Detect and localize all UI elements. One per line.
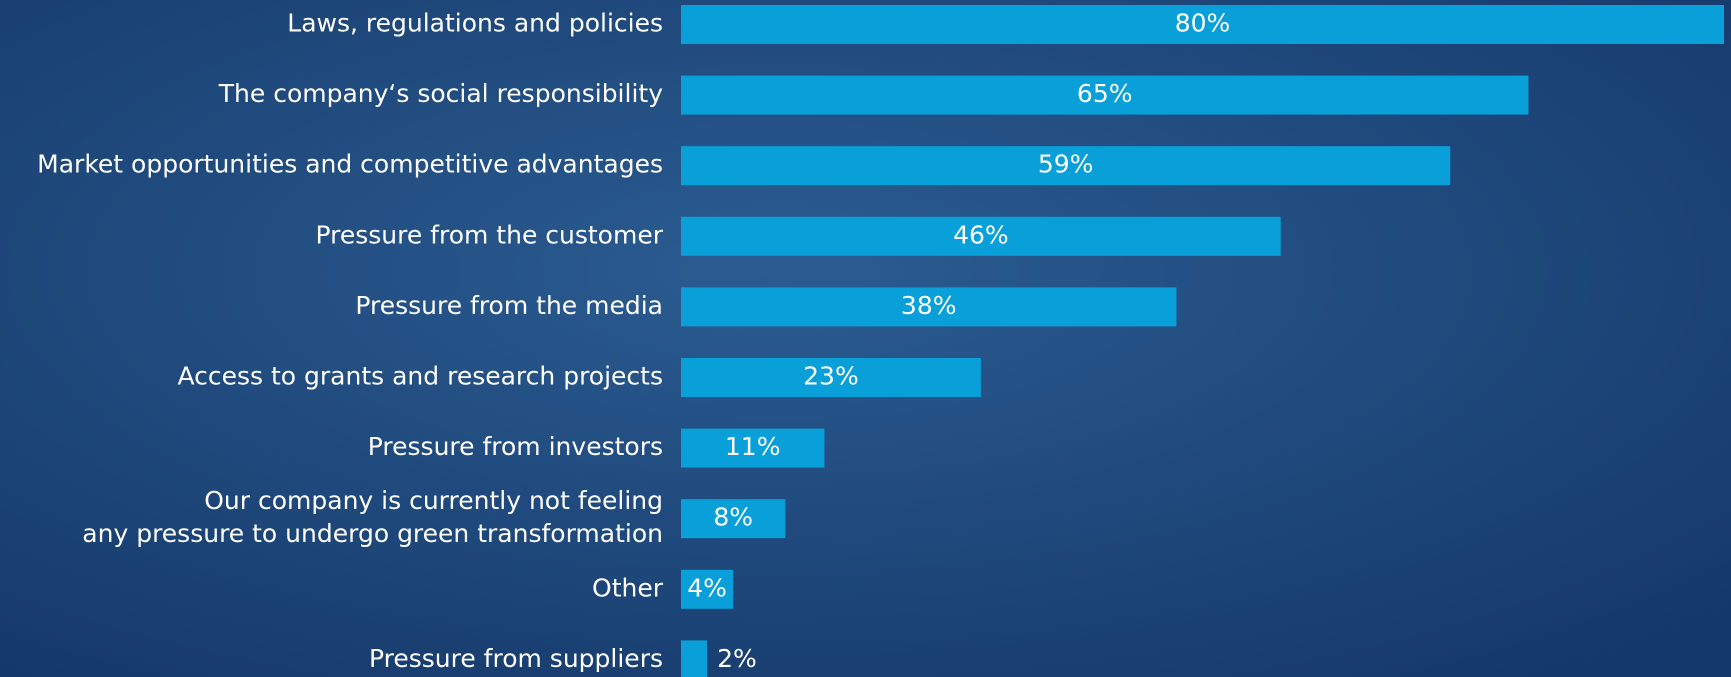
- value-label: 46%: [953, 220, 1009, 249]
- category-label: Pressure from suppliers: [369, 644, 663, 673]
- value-label: 8%: [713, 503, 753, 532]
- bar: [681, 5, 1724, 44]
- category-label: Laws, regulations and policies: [287, 9, 663, 38]
- category-label: The company‘s social responsibility: [218, 79, 663, 108]
- category-label: Other: [592, 573, 664, 602]
- bar: [681, 146, 1451, 186]
- bar: [681, 569, 734, 609]
- bar: [681, 75, 1529, 115]
- bar: [681, 287, 1177, 327]
- bar: [681, 640, 708, 677]
- value-label: 4%: [687, 573, 727, 602]
- category-label: Pressure from investors: [368, 432, 663, 461]
- category-label: Our company is currently not feeling any …: [82, 486, 663, 548]
- category-label: Pressure from the customer: [315, 220, 663, 249]
- category-label: Market opportunities and competitive adv…: [37, 150, 663, 179]
- value-label: 38%: [901, 291, 957, 320]
- value-label: 11%: [725, 432, 781, 461]
- category-label: Access to grants and research projects: [177, 362, 663, 391]
- value-label: 80%: [1175, 9, 1231, 38]
- bar: [681, 216, 1281, 256]
- value-label: 23%: [803, 362, 859, 391]
- category-label: Pressure from the media: [355, 291, 663, 320]
- value-label: 2%: [717, 644, 757, 673]
- bar: [681, 499, 786, 539]
- value-label: 59%: [1038, 150, 1094, 179]
- bar: [681, 428, 825, 468]
- value-label: 65%: [1077, 79, 1133, 108]
- bar: [681, 358, 981, 397]
